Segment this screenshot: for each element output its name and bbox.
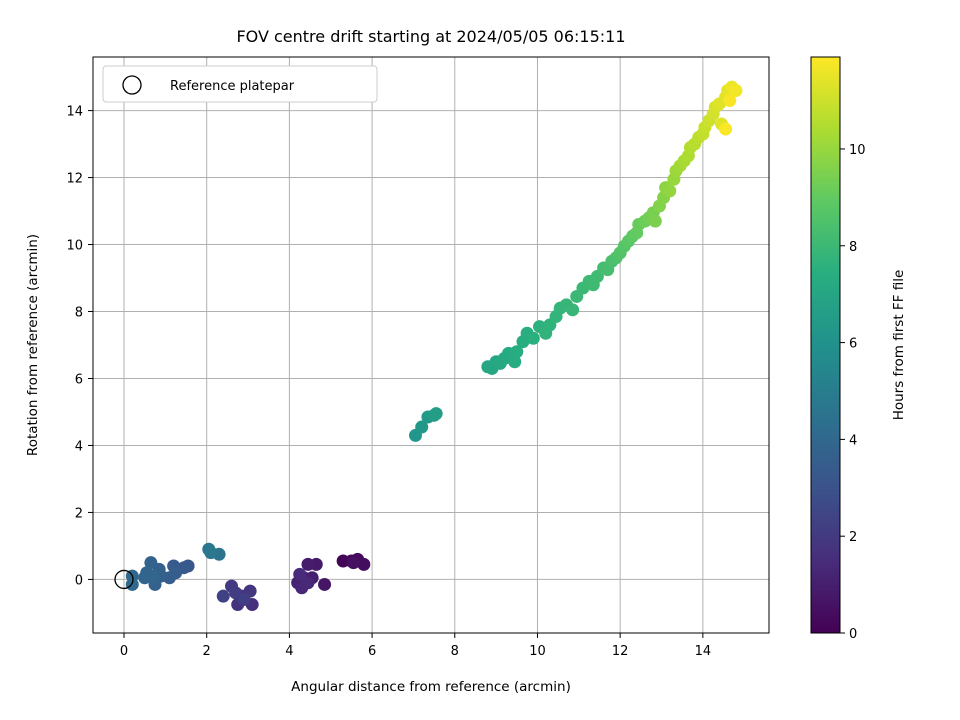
y-tick-label: 6	[75, 372, 83, 387]
chart-title: FOV centre drift starting at 2024/05/05 …	[236, 27, 625, 46]
scatter-point	[729, 83, 743, 97]
scatter-point	[526, 331, 540, 345]
scatter-point	[318, 577, 332, 591]
x-tick-label: 8	[451, 644, 459, 659]
scatter-point	[216, 589, 230, 603]
x-tick-label: 14	[695, 644, 712, 659]
scatter-point	[415, 420, 429, 434]
y-axis-label: Rotation from reference (arcmin)	[25, 234, 41, 456]
y-tick-label: 2	[75, 506, 83, 521]
scatter-point	[508, 355, 522, 369]
scatter-point	[539, 326, 553, 340]
reference-platepar-marker	[114, 569, 134, 590]
y-tick-label: 10	[66, 239, 83, 254]
x-axis-label: Angular distance from reference (arcmin)	[291, 679, 571, 695]
legend-box	[102, 65, 378, 103]
colorbar-gradient	[810, 56, 841, 634]
x-tick-label: 2	[203, 644, 211, 659]
scatter-point	[663, 184, 677, 198]
y-axis-ticks: 0 2 4 6 8 10 12 14	[66, 105, 93, 588]
scatter-point	[237, 593, 251, 607]
plot-frame	[92, 56, 770, 634]
colorbar-ticks: 0 2 4 6 8 10	[840, 143, 866, 642]
legend: Reference platepar	[102, 65, 378, 103]
scatter-point	[719, 122, 733, 136]
scatter-point	[429, 407, 443, 421]
scatter-point	[723, 94, 737, 108]
colorbar-label: Hours from first FF file	[891, 270, 907, 421]
colorbar-tick-label: 6	[849, 337, 857, 352]
scatter-point	[648, 214, 662, 228]
scatter-point	[293, 567, 307, 581]
y-tick-label: 12	[66, 172, 83, 187]
scatter-point	[204, 546, 218, 560]
y-tick-label: 14	[66, 105, 83, 120]
colorbar-tick-label: 2	[849, 530, 857, 545]
x-tick-label: 6	[368, 644, 376, 659]
scatter-point	[301, 576, 315, 590]
x-tick-label: 12	[612, 644, 629, 659]
colorbar: 0 2 4 6 8 10 Hours from first FF file	[810, 56, 907, 642]
y-tick-label: 0	[75, 573, 83, 588]
colorbar-tick-label: 4	[849, 433, 857, 448]
legend-marker-icon	[122, 75, 142, 95]
scatter-point	[125, 577, 139, 591]
scatter-point	[357, 557, 371, 571]
x-tick-label: 10	[529, 644, 546, 659]
x-axis-ticks: 0 2 4 6 8 10 12 14	[120, 633, 711, 659]
scatter-point	[301, 557, 315, 571]
legend-entry-label: Reference platepar	[170, 79, 295, 94]
scatter-point	[510, 345, 524, 359]
y-tick-label: 8	[75, 306, 83, 321]
scatter-point	[346, 556, 360, 570]
grid-lines	[93, 57, 769, 633]
x-tick-label: 4	[285, 644, 293, 659]
y-tick-label: 4	[75, 439, 83, 454]
colorbar-tick-label: 10	[849, 143, 866, 158]
colorbar-tick-label: 0	[849, 627, 857, 642]
data-points	[125, 80, 743, 612]
scatter-point	[146, 569, 160, 583]
x-tick-label: 0	[120, 644, 128, 659]
scatter-point	[566, 303, 580, 317]
scatter-point	[144, 556, 158, 570]
colorbar-tick-label: 8	[849, 240, 857, 255]
